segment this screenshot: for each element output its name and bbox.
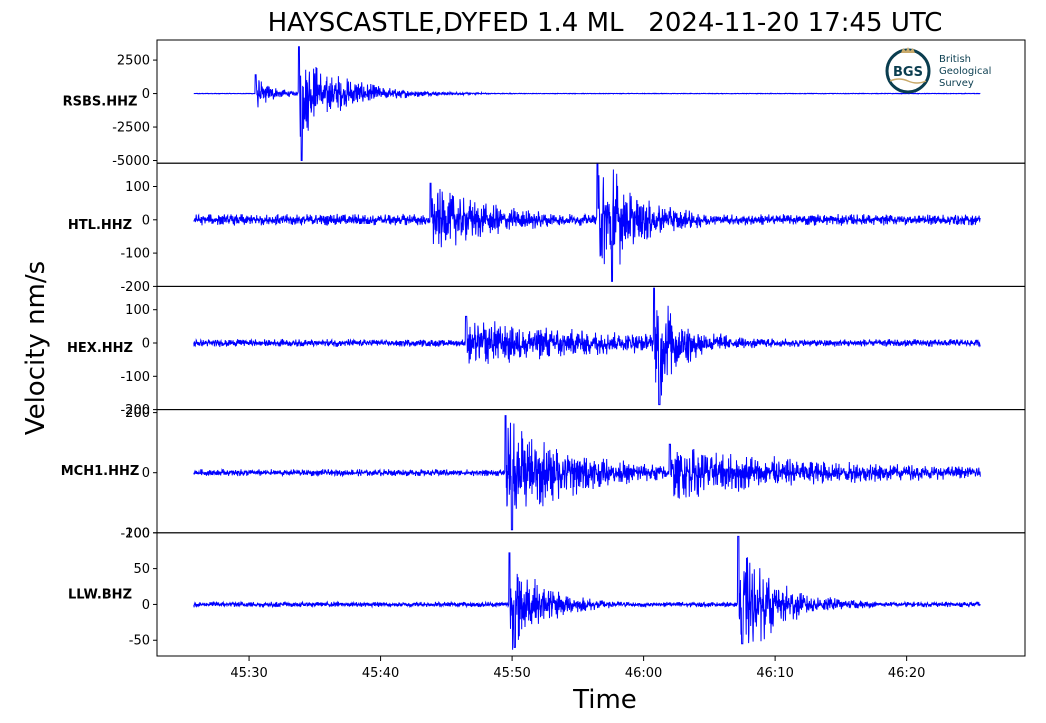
y-tick-label: 0 (142, 87, 150, 102)
y-tick-label: -100 (120, 370, 150, 385)
y-tick-label: 0 (142, 337, 150, 352)
y-tick-label: -200 (120, 526, 150, 541)
station-label: LLW.BHZ (68, 587, 132, 602)
trace-panel: 200 0 -200 MCH1.HHZ (61, 406, 1026, 541)
trace-panel: 2500 0 -2500 -5000 RSBS.HHZ (63, 39, 1026, 169)
station-label: RSBS.HHZ (63, 95, 138, 110)
trace-panel: 100 0 -100 -200 HEX.HHZ (67, 285, 1026, 418)
y-tick-label: -5000 (112, 154, 150, 169)
chart-title: HAYSCASTLE,DYFED 1.4 ML 2024-11-20 17:45… (268, 8, 943, 38)
x-tick-label: 46:10 (756, 666, 793, 681)
wave-icon (889, 78, 927, 84)
crown-icon (901, 47, 915, 53)
waveform-line (193, 415, 981, 531)
y-tick-label: 0 (142, 598, 150, 613)
waveform-line (193, 162, 981, 282)
station-label: HTL.HHZ (68, 218, 132, 233)
trace-panel: 100 50 0 -50 LLW.BHZ (68, 526, 1026, 657)
x-tick-label: 46:00 (625, 666, 662, 681)
x-tick-label: 45:30 (230, 666, 267, 681)
station-label: MCH1.HHZ (61, 464, 140, 479)
y-tick-label: -2500 (112, 121, 150, 136)
x-axis-label: Time (572, 685, 637, 715)
x-tick-label: 46:20 (888, 666, 925, 681)
bgs-logo-initials: BGS (893, 65, 923, 80)
y-tick-label: 2500 (117, 54, 150, 69)
bgs-logo-line1: British (939, 54, 971, 65)
trace-panel: 100 0 -100 -200 HTL.HHZ (68, 162, 1026, 295)
y-tick-label: 200 (125, 406, 150, 421)
y-tick-label: -200 (120, 403, 150, 418)
y-tick-label: 100 (125, 303, 150, 318)
y-axis-label: Velocity nm/s (21, 261, 51, 435)
waveform-line (193, 287, 981, 406)
y-tick-label: 100 (125, 526, 150, 541)
bgs-logo: BGS British Geological Survey (885, 47, 991, 94)
panel-frame (156, 532, 1026, 657)
y-tick-label: -200 (120, 280, 150, 295)
y-tick-label: 0 (142, 213, 150, 228)
y-tick-label: -50 (129, 634, 150, 649)
y-tick-label: 0 (142, 466, 150, 481)
waveform-line (193, 46, 981, 161)
station-label: HEX.HHZ (67, 341, 133, 356)
y-tick-label: -100 (120, 247, 150, 262)
y-tick-label: 100 (125, 180, 150, 195)
x-tick-label: 45:50 (493, 666, 530, 681)
panel-frame (156, 162, 1026, 287)
y-tick-label: 50 (133, 562, 150, 577)
bgs-logo-line3: Survey (939, 78, 974, 89)
bgs-logo-line2: Geological (939, 66, 991, 77)
x-tick-label: 45:40 (362, 666, 399, 681)
waveform-line (193, 535, 981, 650)
